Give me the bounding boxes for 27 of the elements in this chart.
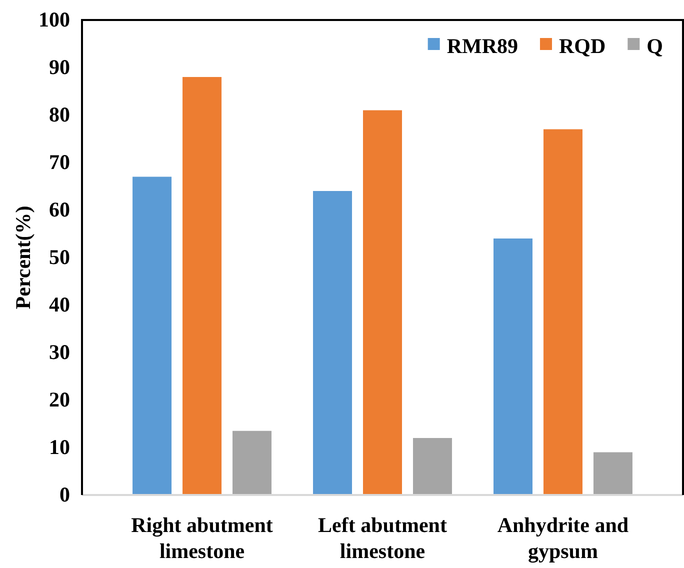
bar <box>182 77 222 495</box>
y-tick-label: 70 <box>49 150 70 174</box>
bar <box>593 452 632 495</box>
bar <box>313 191 352 495</box>
bar <box>543 129 582 495</box>
bar <box>232 430 272 495</box>
legend-label: RQD <box>558 34 606 58</box>
bar <box>493 238 532 495</box>
bar <box>412 438 452 495</box>
y-axis-title: Percent(%) <box>11 206 35 310</box>
x-tick-label: Left abutment limestone <box>318 513 447 563</box>
y-tick-label: 20 <box>49 388 70 412</box>
x-tick-label: Anhydrite and gypsum <box>497 513 629 563</box>
y-tick-label: 60 <box>49 198 70 222</box>
y-tick-label: 80 <box>49 102 70 127</box>
y-tick-label: 100 <box>38 8 70 32</box>
legend-label: Q <box>646 34 663 58</box>
legend-label: RMR89 <box>446 34 518 58</box>
bar <box>132 176 172 495</box>
y-tick-label: 50 <box>49 245 70 270</box>
bar <box>363 110 402 495</box>
y-tick-label: 40 <box>49 292 70 317</box>
y-tick-label: 0 <box>60 482 70 507</box>
y-tick-label: 30 <box>49 340 70 364</box>
y-tick-label: 10 <box>49 435 70 460</box>
y-tick-label: 90 <box>49 55 70 80</box>
x-tick-label: Right abutment limestone <box>131 513 273 563</box>
